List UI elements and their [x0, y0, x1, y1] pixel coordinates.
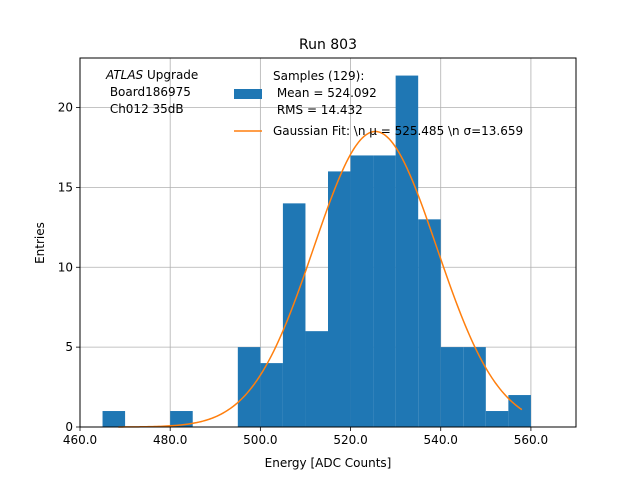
x-tick-label: 520.0 [333, 433, 367, 447]
histogram-bar [305, 331, 328, 427]
chart-title: Run 803 [299, 37, 357, 53]
annotation-line-3: Ch012 35dB [106, 102, 184, 116]
legend-bar-swatch [234, 89, 262, 99]
legend-fit-label: Gaussian Fit: \n μ = 525.485 \n σ=13.659 [273, 124, 523, 138]
y-tick-label: 0 [65, 420, 73, 434]
histogram-bar [395, 75, 419, 428]
x-axis-label: Energy [ADC Counts] [265, 456, 392, 470]
legend-samples-line-3: RMS = 14.432 [273, 103, 363, 117]
histogram-bar [260, 363, 283, 427]
y-axis-label: Entries [33, 222, 47, 264]
legend: Samples (129): Mean = 524.092 RMS = 14.4… [234, 69, 523, 138]
histogram-bar [373, 155, 396, 427]
gaussian-fit [118, 130, 523, 428]
histogram-bar [102, 411, 126, 427]
x-axis-ticks: 460.0 480.0 500.0 520.0 540.0 560.0 [63, 427, 548, 447]
y-tick-label: 20 [58, 101, 73, 115]
legend-samples-line-1: Samples (129): [273, 69, 364, 83]
histogram-bar [282, 203, 306, 427]
annotation-line-2: Board186975 [106, 85, 191, 99]
atlas-annotation: ATLAS Upgrade Board186975 Ch012 35dB [105, 68, 198, 116]
legend-samples-line-2: Mean = 524.092 [273, 86, 377, 100]
histogram-bar [508, 395, 531, 427]
histogram-bar [418, 219, 441, 427]
histogram-bar [170, 411, 193, 427]
y-tick-label: 10 [58, 260, 73, 274]
gaussian-fit-curve [118, 130, 523, 428]
histogram-bar [463, 347, 486, 427]
histogram-bar [350, 155, 374, 427]
plot-frame [79, 57, 577, 428]
y-tick-label: 5 [65, 340, 73, 354]
x-tick-label: 500.0 [243, 433, 277, 447]
x-tick-label: 480.0 [153, 433, 187, 447]
y-tick-label: 15 [58, 180, 73, 194]
histogram-bar [485, 411, 509, 427]
histogram-bar [237, 347, 261, 427]
x-tick-label: 540.0 [424, 433, 458, 447]
annotation-line-1: ATLAS Upgrade [105, 68, 198, 82]
histogram-bar [328, 171, 351, 427]
histogram-bar [440, 347, 464, 427]
x-tick-label: 460.0 [63, 433, 97, 447]
y-axis-ticks: 0 5 10 15 20 [58, 101, 80, 434]
x-tick-label: 560.0 [514, 433, 548, 447]
